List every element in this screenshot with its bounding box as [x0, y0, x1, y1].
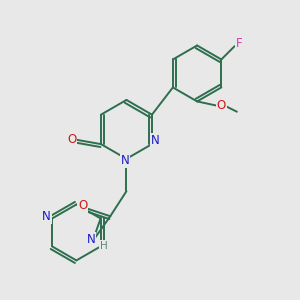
Text: F: F — [236, 37, 242, 50]
Text: N: N — [121, 154, 129, 167]
Text: N: N — [151, 134, 160, 147]
Text: H: H — [100, 241, 108, 251]
Text: O: O — [67, 133, 76, 146]
Text: N: N — [42, 211, 51, 224]
Text: O: O — [78, 200, 88, 212]
Text: O: O — [217, 99, 226, 112]
Text: N: N — [87, 233, 95, 246]
